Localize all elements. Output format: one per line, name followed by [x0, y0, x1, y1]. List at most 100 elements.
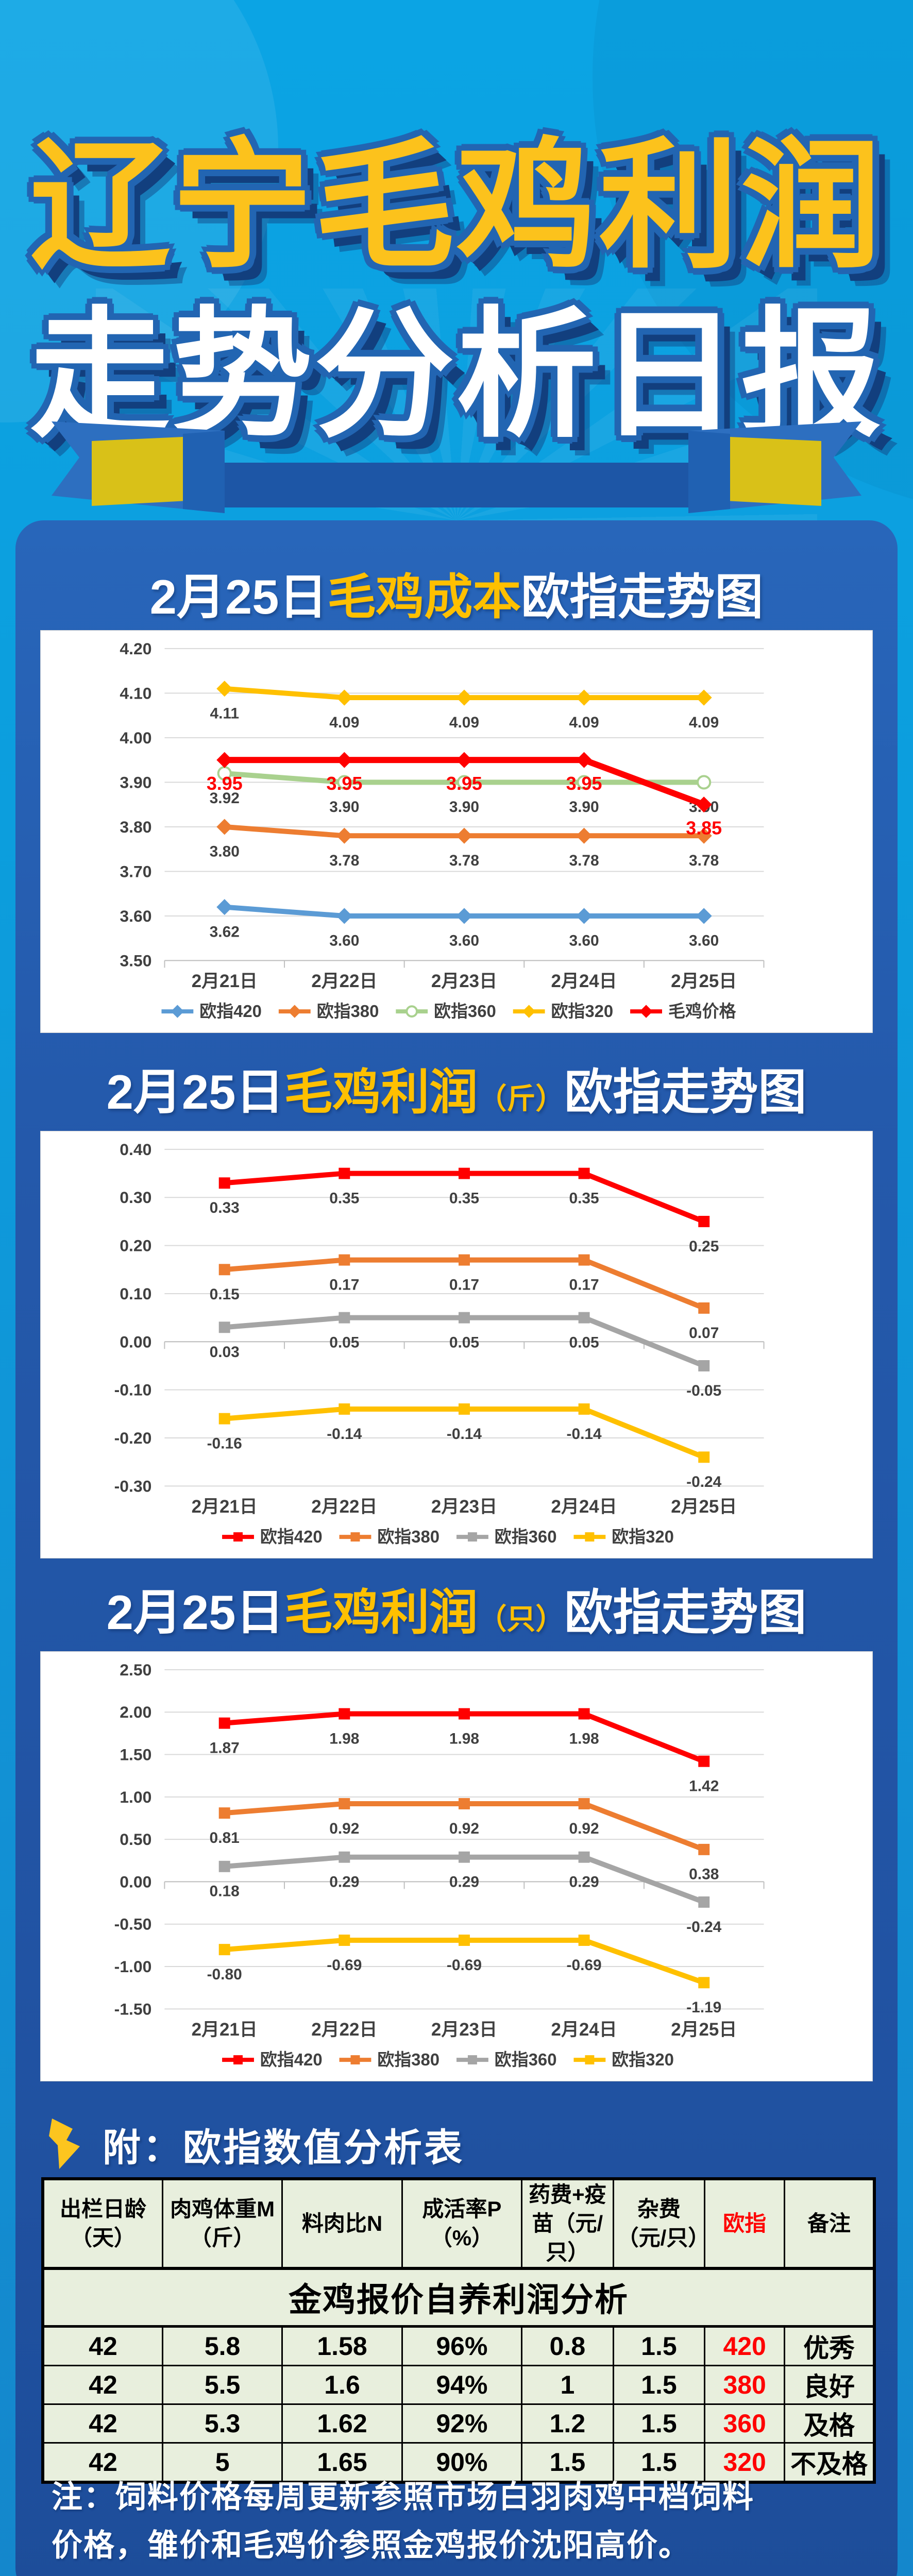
table-note-line1: 注：饲料价格每周更新参照市场白羽肉鸡中档饲料 — [52, 2480, 754, 2514]
svg-text:0.92: 0.92 — [449, 1820, 479, 1837]
svg-text:-0.80: -0.80 — [207, 1966, 242, 1983]
table-cell: 1 — [521, 2364, 614, 2405]
svg-text:0.05: 0.05 — [449, 1334, 479, 1351]
svg-text:-0.16: -0.16 — [207, 1435, 242, 1452]
svg-text:0.35: 0.35 — [329, 1190, 359, 1207]
cost-index-chart-svg: 4.20 4.10 4.00 3.90 3.80 3.70 3.60 3.50 2月21日 2月2… — [120, 639, 765, 1021]
svg-text:毛鸡价格: 毛鸡价格 — [668, 1002, 737, 1021]
chart-title-part: 毛鸡成本 — [327, 570, 521, 624]
svg-text:3.78: 3.78 — [449, 852, 479, 869]
table-column-header: 备注 — [784, 2178, 875, 2270]
svg-text:-0.14: -0.14 — [447, 1426, 482, 1443]
profit-per-jin-chart: 0.40 0.30 0.20 0.10 0.00 -0.10 -0.20 -0.30 2月21日… — [40, 1131, 873, 1558]
svg-text:3.60: 3.60 — [569, 933, 599, 950]
svg-text:2月23日: 2月23日 — [431, 2020, 497, 2040]
svg-text:0.18: 0.18 — [210, 1883, 240, 1900]
svg-text:2月24日: 2月24日 — [551, 2020, 617, 2040]
table-cell: 360 — [704, 2403, 786, 2444]
svg-text:3.95: 3.95 — [326, 773, 362, 794]
analysis-arrow-icon — [49, 2119, 80, 2169]
chart-title-part: 2月25日 — [149, 570, 328, 624]
svg-text:4.20: 4.20 — [120, 639, 151, 658]
svg-text:3.92: 3.92 — [210, 790, 240, 807]
svg-text:-0.14: -0.14 — [567, 1426, 602, 1443]
svg-text:3.90: 3.90 — [120, 773, 151, 791]
svg-text:-1.50: -1.50 — [114, 1999, 152, 2018]
svg-text:2月22日: 2月22日 — [311, 2020, 377, 2040]
svg-text:-0.24: -0.24 — [686, 1473, 722, 1490]
svg-text:0.07: 0.07 — [689, 1325, 719, 1342]
table-cell: 42 — [42, 2325, 163, 2366]
svg-text:2月23日: 2月23日 — [431, 1497, 497, 1517]
svg-text:2月22日: 2月22日 — [311, 1497, 377, 1517]
svg-text:2月22日: 2月22日 — [311, 971, 377, 991]
table-cell: 1.5 — [612, 2403, 706, 2444]
svg-text:4.11: 4.11 — [210, 705, 239, 722]
svg-text:欧指320: 欧指320 — [612, 2050, 674, 2069]
svg-text:-1.19: -1.19 — [686, 1999, 721, 2016]
table-cell: 1.5 — [612, 2325, 706, 2366]
svg-text:0.92: 0.92 — [329, 1820, 359, 1837]
chart-title-part: 欧指走势图 — [564, 1585, 807, 1639]
svg-text:2.00: 2.00 — [120, 1703, 151, 1721]
svg-text:2月24日: 2月24日 — [551, 971, 617, 991]
table-cell: 92% — [401, 2403, 523, 2444]
svg-text:0.20: 0.20 — [120, 1236, 151, 1255]
svg-text:欧指420: 欧指420 — [260, 2050, 323, 2069]
svg-text:3.80: 3.80 — [120, 818, 151, 836]
table-cell: 320 — [704, 2442, 786, 2483]
svg-text:1.98: 1.98 — [569, 1730, 599, 1747]
svg-text:3.60: 3.60 — [120, 907, 151, 925]
svg-text:-0.69: -0.69 — [327, 1957, 362, 1974]
svg-text:2月24日: 2月24日 — [551, 1497, 617, 1517]
svg-text:欧指420: 欧指420 — [199, 1002, 262, 1021]
svg-text:3.78: 3.78 — [569, 852, 599, 869]
svg-text:0.40: 0.40 — [120, 1140, 151, 1159]
chart-title-part: （只） — [478, 1603, 565, 1635]
chart1-title: 2月25日毛鸡成本欧指走势图 — [0, 564, 913, 631]
chart-title-part: 2月25日 — [106, 1585, 284, 1639]
svg-text:欧指360: 欧指360 — [495, 2050, 557, 2069]
table-cell: 0.8 — [521, 2325, 614, 2366]
svg-text:-0.20: -0.20 — [114, 1429, 152, 1447]
table-cell: 1.58 — [281, 2325, 403, 2366]
main-title-line2: 走势分析日报 — [30, 297, 883, 453]
svg-text:0.17: 0.17 — [449, 1276, 479, 1293]
svg-text:0.17: 0.17 — [329, 1276, 359, 1293]
svg-text:0.35: 0.35 — [569, 1190, 599, 1207]
svg-text:3.85: 3.85 — [686, 818, 722, 838]
table-cell: 42 — [42, 2403, 163, 2444]
table-column-header: 肉鸡体重M（斤） — [161, 2178, 283, 2270]
profit-analysis-table: 金鸡报价自养利润分析 出栏日龄（天） 肉鸡体重M（斤） 料肉比N 成活率P（%） 药费+疫… — [41, 2177, 876, 2484]
table-cell: 90% — [401, 2442, 523, 2483]
table-cell: 及格 — [784, 2403, 875, 2444]
table-cell: 1.5 — [612, 2364, 706, 2405]
svg-text:-1.00: -1.00 — [114, 1957, 152, 1976]
svg-text:2月21日: 2月21日 — [192, 1497, 258, 1517]
svg-text:欧指380: 欧指380 — [377, 2050, 439, 2069]
svg-text:4.09: 4.09 — [449, 714, 479, 731]
svg-text:1.98: 1.98 — [449, 1730, 479, 1747]
chart-title-part: 欧指走势图 — [564, 1065, 807, 1119]
svg-text:2月21日: 2月21日 — [192, 971, 258, 991]
svg-text:3.78: 3.78 — [689, 852, 719, 869]
svg-text:2.50: 2.50 — [120, 1660, 151, 1679]
table-cell: 96% — [401, 2325, 523, 2366]
svg-text:欧指360: 欧指360 — [434, 1002, 496, 1021]
profit-per-bird-chart-svg: 2.50 2.00 1.50 1.00 0.50 0.00 -0.50 -1.00 -1.50 2… — [114, 1660, 765, 2069]
svg-text:3.60: 3.60 — [449, 933, 479, 950]
svg-text:0.25: 0.25 — [689, 1238, 719, 1255]
svg-text:0.00: 0.00 — [120, 1332, 151, 1351]
svg-text:0.03: 0.03 — [210, 1344, 240, 1361]
svg-text:欧指380: 欧指380 — [377, 1527, 439, 1546]
chart-title-part: 欧指走势图 — [521, 570, 764, 624]
table-cell: 不及格 — [784, 2442, 875, 2483]
svg-text:0.05: 0.05 — [329, 1334, 359, 1351]
table-cell: 94% — [401, 2364, 523, 2405]
table-cell: 42 — [42, 2364, 163, 2405]
svg-text:-0.14: -0.14 — [327, 1426, 362, 1443]
svg-text:0.00: 0.00 — [120, 1872, 151, 1891]
svg-text:4.09: 4.09 — [329, 714, 359, 731]
svg-text:3.90: 3.90 — [329, 799, 359, 816]
table-row: 42 5.5 1.6 94% 1 1.5 380 良好 — [42, 2364, 875, 2405]
